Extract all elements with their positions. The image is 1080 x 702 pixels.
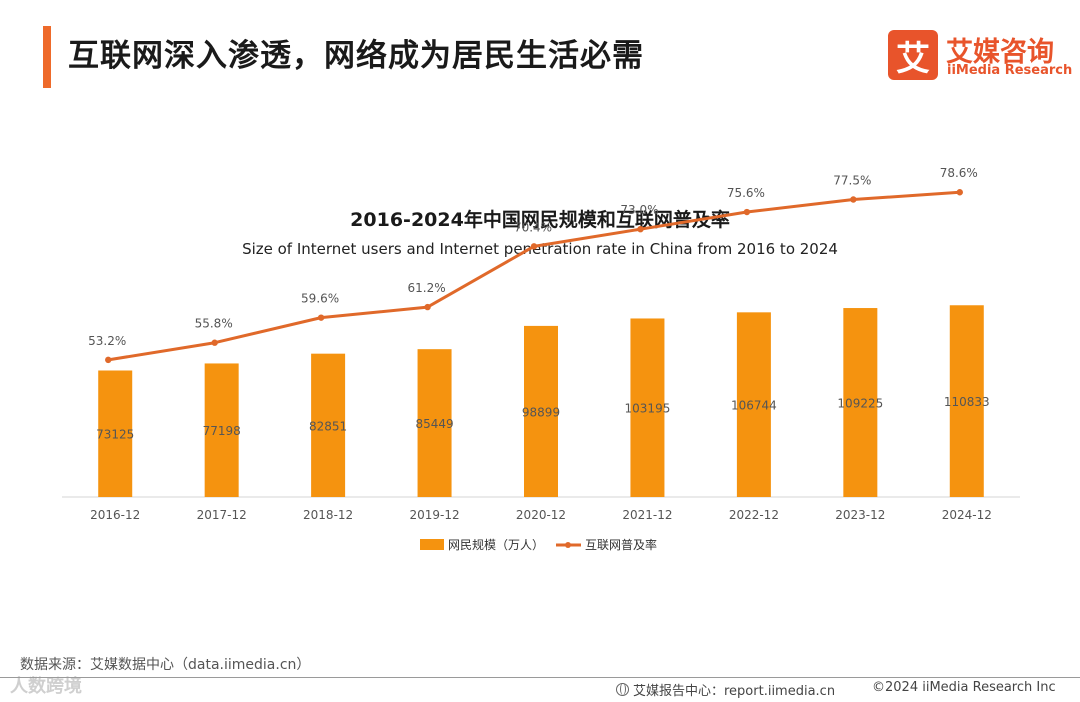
- globe-icon: [616, 683, 629, 696]
- bar-value-label: 106744: [731, 399, 777, 413]
- bar-2021-12: [630, 318, 665, 497]
- footer-divider: [0, 677, 1080, 678]
- logo-mark-icon: 艾: [888, 30, 938, 80]
- chart-title: 2016-2024年中国网民规模和互联网普及率: [350, 209, 730, 231]
- line-value-label: 61.2%: [407, 281, 445, 295]
- x-tick-label: 2017-12: [197, 508, 247, 522]
- bar-2024-12: [949, 305, 984, 497]
- legend-line-marker: [565, 542, 571, 548]
- bar-value-label: 109225: [837, 397, 883, 411]
- line-point: [637, 226, 644, 233]
- bar-value-label: 110833: [944, 395, 990, 409]
- bar-2016-12: [98, 370, 133, 497]
- legend-line-label: 互联网普及率: [585, 537, 657, 552]
- line-point: [956, 189, 963, 196]
- page-title: 互联网深入渗透，网络成为居民生活必需: [68, 38, 644, 74]
- line-value-label: 77.5%: [833, 174, 871, 188]
- x-tick-label: 2020-12: [516, 508, 566, 522]
- title-accent-bar: [43, 26, 51, 88]
- x-tick-label: 2021-12: [622, 508, 672, 522]
- line-point: [530, 243, 538, 250]
- logo-name-en: iiMedia Research: [947, 63, 1073, 78]
- bar-value-label: 82851: [309, 419, 347, 433]
- line-value-label: 75.6%: [727, 186, 765, 200]
- bar-value-label: 85449: [415, 417, 453, 431]
- line-point: [424, 303, 431, 311]
- bar-2018-12: [311, 353, 346, 497]
- footer-report-text: 艾媒报告中心：report.iimedia.cn: [633, 684, 836, 699]
- line-value-label: 70.4%: [514, 220, 552, 234]
- line-point: [743, 208, 751, 216]
- bar-2020-12: [524, 325, 558, 497]
- chart-subtitle: Size of Internet users and Internet pene…: [242, 240, 838, 258]
- bar-value-label: 77198: [203, 424, 241, 438]
- legend-bar-swatch: [420, 539, 444, 550]
- x-tick-label: 2016-12: [90, 508, 140, 522]
- line-point: [105, 356, 112, 364]
- line-point: [211, 339, 218, 346]
- line-value-label: 53.2%: [88, 334, 126, 348]
- footer-report-link[interactable]: 艾媒报告中心：report.iimedia.cn: [616, 680, 835, 699]
- footer-copyright: ©2024 iiMedia Research Inc: [872, 680, 1056, 695]
- line-value-label: 78.6%: [940, 166, 978, 180]
- x-tick-label: 2023-12: [835, 508, 885, 522]
- iimedia-logo: 艾 艾媒咨询 iiMedia Research: [888, 30, 1072, 82]
- x-tick-label: 2019-12: [409, 508, 459, 522]
- bar-value-label: 103195: [625, 402, 671, 416]
- line-value-label: 55.8%: [195, 317, 233, 331]
- line-point: [317, 314, 325, 321]
- bar-value-label: 98899: [522, 405, 560, 419]
- bar-2017-12: [204, 363, 239, 497]
- bar-2023-12: [843, 308, 878, 497]
- x-tick-label: 2022-12: [729, 508, 779, 522]
- data-source: 数据来源：艾媒数据中心（data.iimedia.cn）: [20, 657, 311, 673]
- legend-bar-label: 网民规模（万人）: [448, 537, 544, 552]
- line-point: [850, 196, 857, 203]
- watermark: 人数跨境: [10, 676, 82, 697]
- bar-value-label: 73125: [96, 428, 134, 442]
- logo-name-cn: 艾媒咨询: [946, 37, 1054, 68]
- line-value-label: 73.0%: [620, 203, 658, 217]
- x-tick-label: 2024-12: [942, 508, 992, 522]
- bar-2019-12: [417, 349, 452, 497]
- line-value-label: 59.6%: [301, 292, 339, 306]
- bar-2022-12: [736, 312, 771, 497]
- x-tick-label: 2018-12: [303, 508, 353, 522]
